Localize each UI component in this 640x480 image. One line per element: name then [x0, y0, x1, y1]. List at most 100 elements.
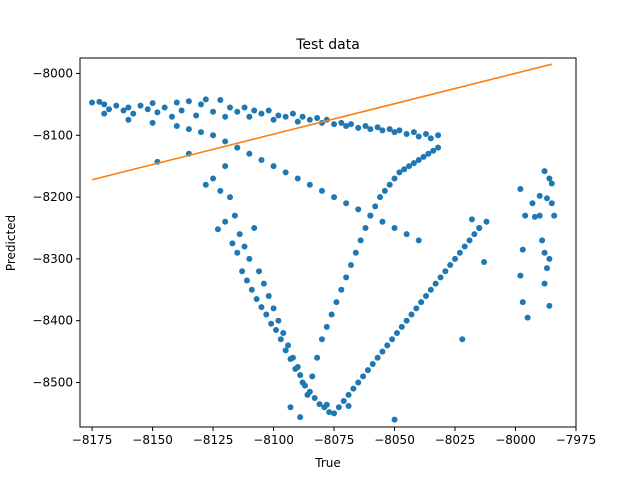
scatter-point-112: [343, 274, 350, 281]
scatter-point-4: [113, 102, 120, 109]
scatter-point-5: [120, 107, 127, 114]
scatter-point-111: [338, 286, 345, 293]
scatter-point-61: [173, 122, 180, 129]
scatter-point-183: [466, 237, 473, 244]
scatter-point-71: [294, 175, 301, 182]
scatter-point-21: [217, 97, 224, 104]
scatter-point-121: [386, 181, 393, 188]
scatter-point-22: [222, 113, 229, 120]
scatter-point-142: [268, 320, 275, 327]
scatter-point-136: [239, 268, 246, 275]
x-tick-label: −7975: [556, 433, 597, 447]
x-tick-label: −8175: [72, 433, 113, 447]
scatter-point-147: [292, 365, 299, 372]
scatter-point-165: [379, 348, 386, 355]
scatter-point-19: [202, 96, 209, 103]
scatter-point-28: [258, 110, 265, 117]
scatter-point-139: [253, 296, 260, 303]
scatter-point-137: [243, 277, 250, 284]
scatter-point-170: [403, 317, 410, 324]
scatter-point-49: [386, 126, 393, 133]
scatter-point-79: [391, 224, 398, 231]
scatter-point-27: [251, 107, 258, 114]
scatter-point-24: [234, 108, 241, 115]
scatter-point-41: [338, 119, 345, 126]
scatter-point-157: [340, 398, 347, 405]
scatter-point-31: [275, 112, 282, 119]
x-tick-label: −8125: [193, 433, 234, 447]
scatter-point-140: [258, 304, 265, 311]
scatter-point-73: [318, 187, 325, 194]
scatter-point-158: [345, 391, 352, 398]
scatter-point-13: [168, 113, 175, 120]
scatter-point-44: [355, 124, 362, 131]
scatter-point-99: [280, 330, 287, 337]
scatter-point-43: [347, 121, 354, 128]
scatter-point-6: [125, 104, 132, 111]
scatter-point-141: [263, 311, 270, 318]
scatter-point-146: [287, 356, 294, 363]
scatter-point-70: [282, 169, 289, 176]
scatter-point-60: [149, 119, 156, 126]
scatter-point-69: [270, 163, 277, 170]
x-tick-label: −8050: [374, 433, 415, 447]
scatter-point-95: [260, 280, 267, 287]
scatter-point-110: [333, 299, 340, 306]
scatter-point-116: [362, 224, 369, 231]
scatter-point-184: [471, 231, 478, 238]
scatter-point-176: [432, 280, 439, 287]
scatter-point-174: [422, 292, 429, 299]
scatter-point-0: [89, 99, 96, 106]
axes-frame: [79, 57, 577, 428]
x-tick-label: −8075: [314, 433, 355, 447]
scatter-point-100: [285, 342, 292, 349]
scatter-point-125: [406, 163, 413, 170]
scatter-point-80: [403, 231, 410, 238]
scatter-point-67: [246, 150, 253, 157]
scatter-point-62: [185, 126, 192, 133]
scatter-point-42: [343, 122, 350, 129]
scatter-point-72: [306, 181, 313, 188]
chart-title: Test data: [295, 37, 360, 53]
scatter-point-213: [541, 280, 548, 287]
scatter-point-189: [481, 258, 488, 265]
scatter-point-188: [483, 218, 490, 225]
scatter-point-115: [357, 237, 364, 244]
scatter-point-118: [372, 203, 379, 210]
scatter-point-113: [347, 262, 354, 269]
scatter-point-105: [309, 373, 316, 380]
scatter-point-55: [422, 131, 429, 138]
scatter-point-78: [379, 218, 386, 225]
scatter-point-18: [197, 101, 204, 108]
scatter-point-155: [331, 410, 338, 417]
scatter-point-212: [543, 265, 550, 272]
scatter-point-202: [529, 200, 536, 207]
plot-area: [89, 63, 558, 423]
scatter-point-89: [231, 212, 238, 219]
scatter-point-46: [367, 126, 374, 133]
y-axis-label: Predicted: [4, 215, 18, 271]
scatter-point-94: [256, 268, 263, 275]
scatter-point-145: [282, 347, 289, 354]
scatter-point-203: [531, 213, 538, 220]
scatter-point-156: [335, 404, 342, 411]
scatter-point-75: [343, 200, 350, 207]
x-tick-label: −8025: [435, 433, 476, 447]
scatter-point-193: [345, 402, 352, 409]
scatter-point-85: [210, 175, 217, 182]
scatter-point-135: [234, 249, 241, 256]
scatter-point-108: [323, 323, 330, 330]
scatter-point-172: [413, 305, 420, 312]
scatter-point-173: [418, 299, 425, 306]
scatter-point-84: [202, 181, 209, 188]
y-tick-label: −8100: [32, 128, 73, 142]
scatter-point-179: [447, 262, 454, 269]
scatter-point-149: [302, 382, 309, 389]
scatter-point-207: [546, 175, 553, 182]
scatter-point-123: [396, 169, 403, 176]
scatter-point-23: [227, 104, 234, 111]
scatter-point-14: [173, 99, 180, 106]
scatter-point-117: [367, 212, 374, 219]
scatter-point-16: [185, 98, 192, 105]
scatter-point-120: [381, 187, 388, 194]
